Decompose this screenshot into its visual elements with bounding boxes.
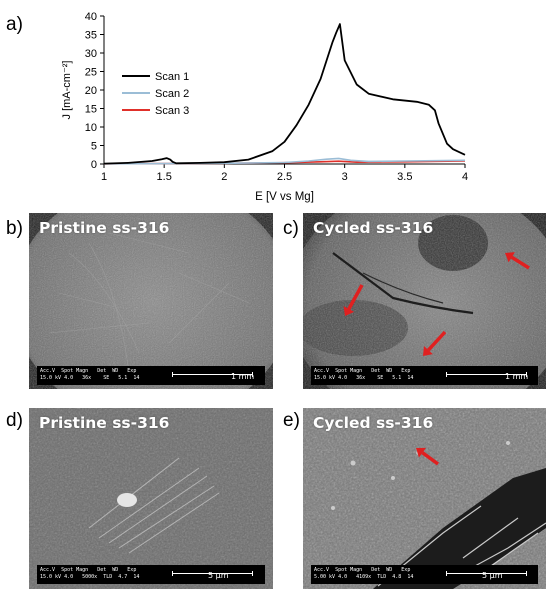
legend-label: Scan 3 (155, 105, 189, 117)
y-tick-label: 30 (85, 48, 97, 60)
sem-title: Cycled ss-316 (313, 219, 434, 237)
sem-info-header: Acc.V Spot Magn Det WD Exp (40, 368, 137, 374)
y-axis-label: J [mA-cm⁻²] (61, 61, 73, 120)
scalebar-tick (252, 372, 253, 377)
sem-title: Pristine ss-316 (39, 414, 170, 432)
sem-info-bar: Acc.V Spot Magn Det WD Exp 15.0 kV 4.0 3… (311, 366, 538, 385)
sem-info-header: Acc.V Spot Magn Det WD Exp (314, 368, 411, 374)
scalebar-tick (252, 571, 253, 576)
sem-info-header: Acc.V Spot Magn Det WD Exp (40, 567, 137, 573)
series-line-scan-1 (103, 23, 466, 165)
sem-texture (29, 408, 273, 589)
scalebar-tick (526, 372, 527, 377)
x-tick-label: 3 (342, 171, 348, 183)
scalebar (172, 374, 252, 375)
x-axis-label: E [V vs Mg] (255, 191, 314, 203)
sem-info-bar: Acc.V Spot Magn Det WD Exp 15.0 kV 4.0 3… (37, 366, 265, 385)
sem-texture (29, 213, 273, 389)
scale-label: 5 µm (482, 571, 503, 580)
chart-series-lines (103, 23, 466, 165)
x-tick-label: 3.5 (397, 171, 412, 183)
x-tick-label: 1 (101, 171, 107, 183)
chart-legend: Scan 1 Scan 2 Scan 3 (122, 71, 189, 117)
sem-info-values: 15.0 kV 4.0 5000x TLD 4.7 14 (40, 573, 140, 580)
sem-info-bar: Acc.V Spot Magn Det WD Exp 15.0 kV 4.0 5… (37, 565, 265, 584)
y-tick-label: 35 (85, 30, 97, 42)
sem-info-values: 5.00 kV 4.0 4109x TLD 4.8 14 (314, 573, 414, 580)
y-tick-label: 5 (91, 141, 97, 153)
scalebar (172, 573, 252, 574)
sem-info-values: 15.0 kV 4.0 36x SE 5.1 14 (40, 374, 140, 381)
sem-info-header: Acc.V Spot Magn Det WD Exp (314, 567, 411, 573)
scalebar-tick (526, 571, 527, 576)
panel-label-d: d) (6, 410, 23, 431)
sem-image-cycled-36x: Cycled ss-316 Acc.V Spot Magn Det WD Exp… (303, 213, 546, 389)
sem-image-pristine-5000x: Pristine ss-316 Acc.V Spot Magn Det WD E… (29, 408, 273, 589)
sem-info-bar: Acc.V Spot Magn Det WD Exp 5.00 kV 4.0 4… (311, 565, 538, 584)
x-tick-label: 4 (462, 171, 468, 183)
sem-texture (303, 213, 546, 389)
scale-label: 1 mm (505, 372, 529, 381)
scalebar (446, 374, 526, 375)
panel-label-a: a) (6, 14, 23, 35)
sem-title: Pristine ss-316 (39, 219, 170, 237)
sem-image-cycled-4109x: Cycled ss-316 Acc.V Spot Magn Det WD Exp… (303, 408, 546, 589)
panel-label-e: e) (283, 410, 300, 431)
y-tick-label: 20 (85, 85, 97, 97)
y-tick-label: 15 (85, 104, 97, 116)
x-tick-label: 2 (221, 171, 227, 183)
sem-texture (303, 408, 546, 589)
x-tick-label: 1.5 (157, 171, 172, 183)
x-tick-label: 2.5 (277, 171, 292, 183)
sem-image-pristine-36x: Pristine ss-316 Acc.V Spot Magn Det WD E… (29, 213, 273, 389)
y-tick-label: 10 (85, 122, 97, 134)
sem-info-values: 15.0 kV 4.0 36x SE 5.1 14 (314, 374, 414, 381)
y-tick-label: 40 (85, 11, 97, 23)
y-tick-label: 0 (91, 159, 97, 171)
legend-label: Scan 1 (155, 71, 189, 83)
panel-label-c: c) (283, 218, 299, 239)
scale-label: 1 mm (231, 372, 255, 381)
panel-label-b: b) (6, 218, 23, 239)
y-tick-label: 25 (85, 67, 97, 79)
scalebar (446, 573, 526, 574)
scale-label: 5 µm (208, 571, 229, 580)
legend-label: Scan 2 (155, 88, 189, 100)
sem-title: Cycled ss-316 (313, 414, 434, 432)
